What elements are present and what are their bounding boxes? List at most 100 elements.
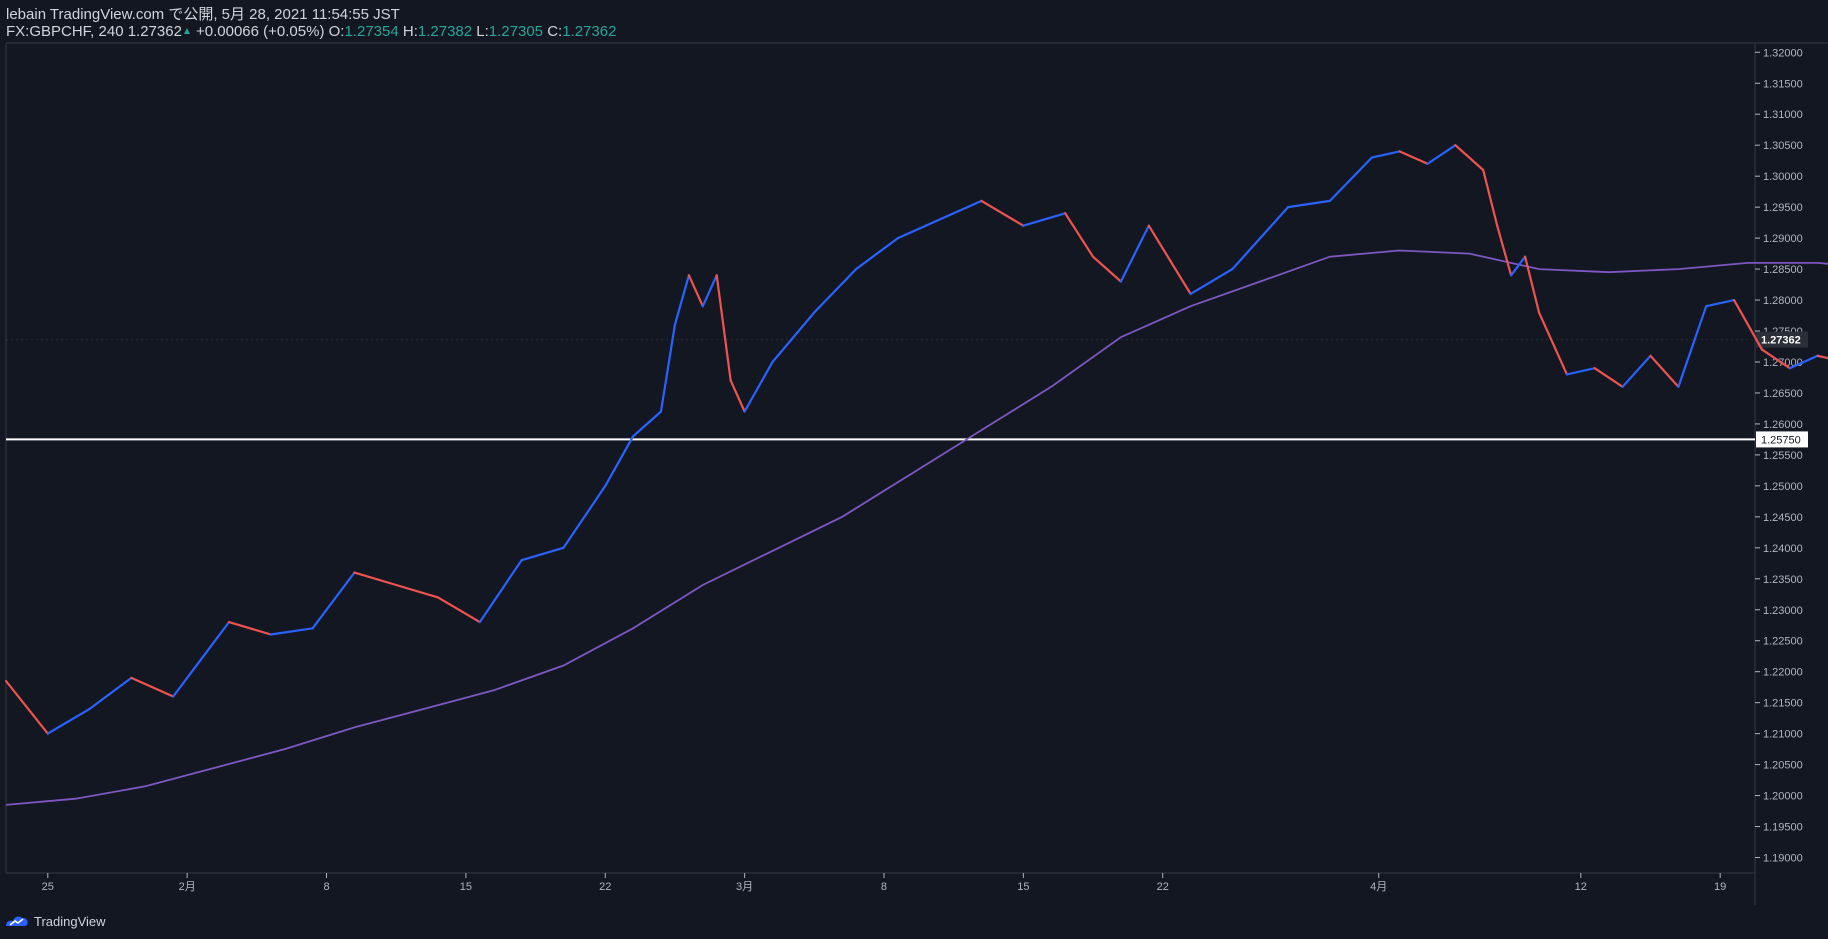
price-segment (1022, 212, 1067, 227)
price-segment (715, 274, 732, 382)
price-segment (854, 237, 900, 271)
price-segment (1523, 255, 1541, 314)
ohlc-legend: FX:GBPCHF, 240 1.27362▲ +0.00066 (+0.05%… (6, 23, 616, 41)
support-price-label: 1.25750 (1761, 434, 1801, 446)
price-segment (478, 559, 523, 624)
y-tick-label: 1.31000 (1763, 109, 1803, 121)
price-segment (1482, 168, 1499, 227)
price-segment (1705, 299, 1736, 308)
price-segment (1537, 311, 1569, 376)
low-label: L: (476, 23, 489, 40)
last-price-label: 1.27362 (1761, 335, 1801, 347)
publish-info: lebain TradingView.com で公開, 5月 28, 2021 … (6, 6, 400, 24)
y-tick-label: 1.20000 (1763, 791, 1803, 803)
price-segment (1649, 354, 1680, 388)
price-segment (1509, 255, 1527, 277)
price-segment (687, 274, 704, 308)
price-segment (520, 546, 565, 562)
price-segment (604, 435, 635, 487)
y-tick-label: 1.24000 (1763, 543, 1803, 555)
price-segment (1064, 212, 1095, 258)
price-segment (1677, 305, 1708, 388)
price-segment (4, 679, 49, 735)
price-segment (980, 199, 1025, 227)
price-segment (1788, 354, 1819, 370)
y-tick-label: 1.22000 (1763, 667, 1803, 679)
price-segment (1328, 156, 1373, 202)
x-tick-label: 4月 (1370, 881, 1387, 893)
x-tick-label: 12 (1575, 881, 1587, 893)
y-tick-label: 1.20500 (1763, 760, 1803, 772)
y-tick-label: 1.29500 (1763, 202, 1803, 214)
y-tick-label: 1.23000 (1763, 605, 1803, 617)
x-tick-label: 22 (1157, 881, 1169, 893)
y-tick-label: 1.30000 (1763, 171, 1803, 183)
y-tick-label: 1.29000 (1763, 233, 1803, 245)
price-segment (1091, 255, 1123, 283)
price-segment (1370, 150, 1401, 159)
x-tick-label: 15 (460, 881, 472, 893)
price-segment (1454, 144, 1485, 172)
y-tick-label: 1.21500 (1763, 698, 1803, 710)
x-tick-label: 8 (323, 881, 329, 893)
y-tick-label: 1.26000 (1763, 419, 1803, 431)
y-tick-label: 1.31500 (1763, 78, 1803, 90)
price-segment (631, 410, 663, 438)
price-segment (1593, 367, 1624, 388)
change-value: +0.00066 (+0.05%) (196, 23, 325, 40)
price-segment (1621, 354, 1652, 388)
price-segment (1816, 354, 1828, 360)
moving-average-line (5, 249, 1828, 806)
high-value: 1.27382 (417, 23, 473, 40)
open-value: 1.27354 (344, 23, 399, 40)
price-segment (938, 199, 983, 221)
x-tick-label: 25 (42, 881, 54, 893)
y-tick-label: 1.26500 (1763, 388, 1803, 400)
price-segment (227, 620, 272, 636)
price-segment (896, 218, 941, 240)
y-tick-label: 1.28500 (1763, 264, 1803, 276)
price-segment (1426, 144, 1457, 165)
price-segment (130, 676, 175, 698)
y-tick-label: 1.19500 (1763, 822, 1803, 834)
tradingview-footer: TradingView (4, 911, 106, 931)
support-price-box (1756, 431, 1808, 448)
last-price-box (1756, 331, 1808, 348)
price-segment (200, 620, 231, 661)
price-segment (353, 571, 398, 587)
y-tick-label: 1.32000 (1763, 47, 1803, 59)
close-value: 1.27362 (562, 23, 617, 40)
x-tick-label: 2月 (179, 881, 196, 893)
y-tick-label: 1.22500 (1763, 636, 1803, 648)
price-segment (771, 311, 816, 364)
price-segment (1398, 150, 1429, 165)
price-segment (1147, 224, 1192, 295)
close-label: C: (547, 23, 563, 40)
price-segment (172, 658, 203, 698)
x-tick-label: 15 (1017, 881, 1029, 893)
y-tick-label: 1.23500 (1763, 574, 1803, 586)
x-tick-label: 8 (881, 881, 887, 893)
price-segment (1565, 367, 1596, 376)
price-segment (1231, 206, 1290, 271)
price-segment (1760, 348, 1791, 370)
price-segment (673, 274, 691, 326)
y-tick-label: 1.19000 (1763, 853, 1803, 865)
open-label: O: (328, 23, 345, 40)
price-segment (701, 274, 718, 308)
x-tick-label: 3月 (736, 881, 753, 893)
y-tick-label: 1.25000 (1763, 481, 1803, 493)
price-segment (729, 379, 746, 413)
price-segment (46, 707, 91, 735)
price-segment (743, 360, 774, 413)
publish-line: lebain TradingView.com で公開, 5月 28, 2021 … (6, 6, 400, 23)
y-tick-label: 1.21000 (1763, 729, 1803, 741)
price-segment (311, 571, 356, 630)
y-tick-label: 1.25500 (1763, 450, 1803, 462)
price-segment (1732, 299, 1764, 351)
footer-brand: TradingView (34, 913, 106, 929)
price-segment (88, 676, 133, 711)
y-tick-label: 1.30500 (1763, 140, 1803, 152)
